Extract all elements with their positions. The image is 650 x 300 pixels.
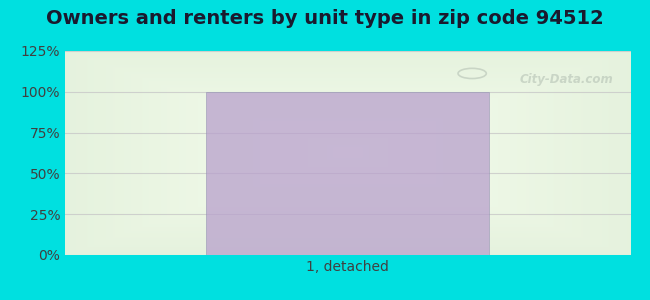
Text: City-Data.com: City-Data.com [520,74,614,86]
Bar [207,92,489,255]
Text: Owners and renters by unit type in zip code 94512: Owners and renters by unit type in zip c… [46,9,604,28]
